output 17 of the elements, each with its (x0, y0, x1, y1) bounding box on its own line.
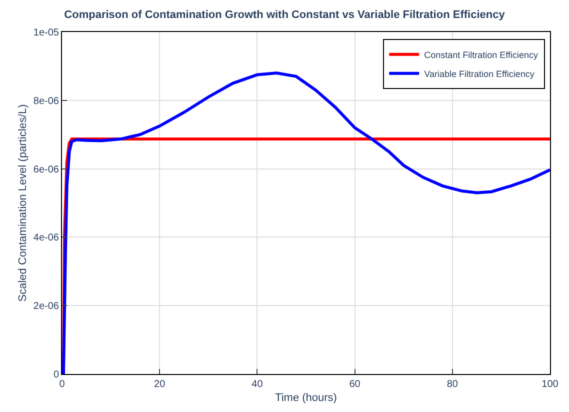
y-tick-label: 4e-06 (33, 232, 60, 244)
y-tick-label: 6e-06 (33, 164, 60, 176)
x-tick-label: 100 (542, 379, 559, 390)
y-tick-label: 2e-06 (33, 301, 60, 312)
y-axis-title: Scaled Contamination Level (particles/L) (17, 104, 30, 302)
x-tick-label: 60 (349, 379, 361, 390)
y-tick-label: 1e-05 (33, 28, 60, 38)
y-tick-label: 8e-06 (33, 96, 60, 107)
x-tick-label: 20 (154, 379, 166, 390)
legend-label: Constant Filtration Efficiency (424, 50, 539, 60)
chart-title: Comparison of Contamination Growth with Constant vs Variable Filtration Efficiency (64, 9, 506, 21)
legend-label: Variable Filtration Efficiency (424, 68, 535, 79)
x-axis-title: Time (hours) (275, 392, 337, 404)
line-series (62, 72, 550, 374)
x-tick-label: 40 (252, 379, 264, 390)
x-tick-label: 80 (446, 379, 458, 390)
y-tick-label: 0 (53, 370, 60, 380)
